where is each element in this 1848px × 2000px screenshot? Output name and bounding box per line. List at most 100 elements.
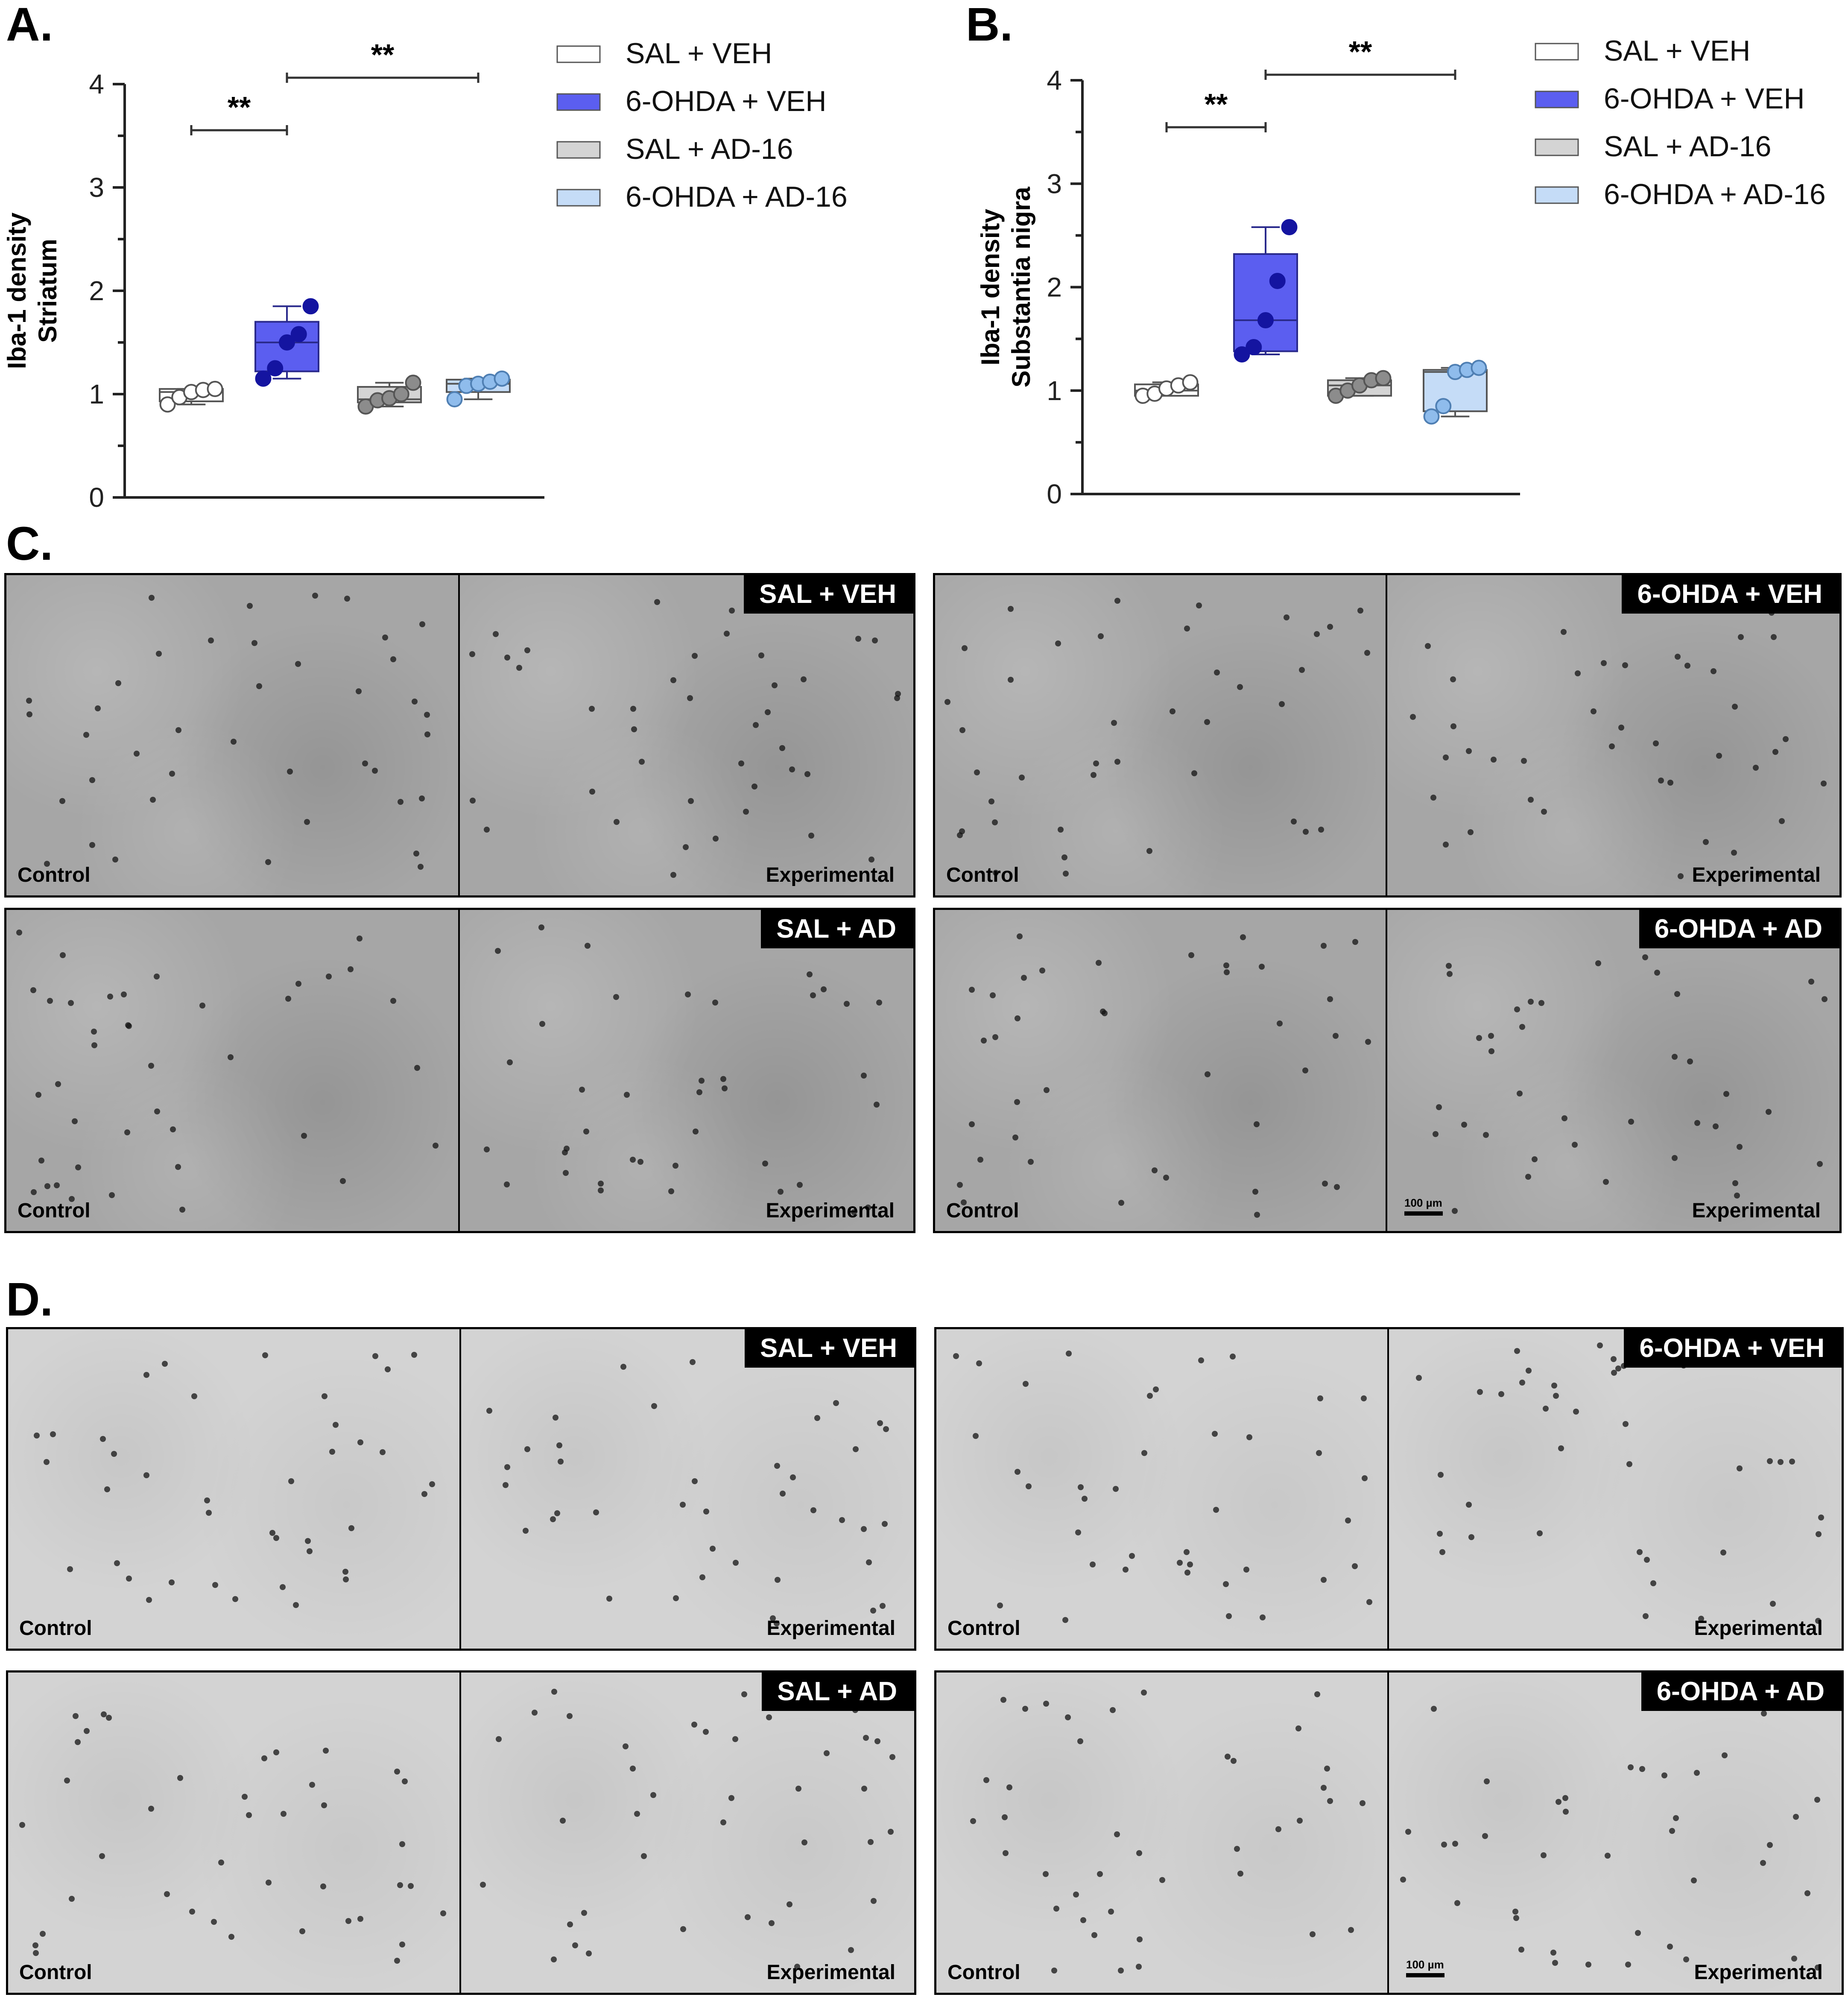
microglia-cell-mark [1152, 1386, 1159, 1392]
data-point [290, 326, 307, 342]
microglia-cell-mark [1214, 670, 1220, 676]
microglia-cell-mark [1628, 1118, 1634, 1125]
data-point [494, 370, 510, 387]
microglia-cell-mark [1563, 1809, 1569, 1815]
group-label-badge: SAL + AD [761, 910, 913, 948]
microglia-cell-mark [397, 799, 404, 805]
microglia-cell-mark [630, 1766, 636, 1772]
microglia-cell-mark [1454, 1900, 1460, 1906]
microglia-cell-mark [1318, 827, 1324, 833]
microglia-cell-mark [870, 1607, 877, 1614]
microglia-cell-mark [1528, 999, 1534, 1005]
experimental-label: Experimental [1694, 1617, 1823, 1640]
microglia-cell-mark [1540, 1852, 1547, 1858]
microglia-cell-mark [148, 595, 155, 601]
microglia-cell-mark [1734, 1193, 1740, 1199]
microglia-cell-mark [1364, 650, 1370, 656]
microglia-cell-mark [874, 1738, 880, 1745]
microglia-cell-mark [1360, 1395, 1367, 1401]
microglia-cell-mark [1482, 1833, 1488, 1839]
microglia-cell-mark [1732, 704, 1738, 710]
microglia-cell-mark [1611, 1370, 1617, 1376]
microglia-cell-mark [969, 1121, 975, 1127]
microglia-cell-mark [1816, 1161, 1823, 1167]
control-label: Control [946, 1199, 1019, 1222]
microglia-cell-mark [977, 1156, 983, 1163]
microglia-cell-mark [1310, 1931, 1316, 1937]
data-point [159, 396, 176, 413]
microglia-cell-mark [814, 1415, 820, 1421]
microglia-cell-mark [768, 1920, 775, 1927]
microglia-cell-mark [1177, 1560, 1183, 1566]
microglia-cell-mark [1694, 1120, 1700, 1126]
box-series [254, 298, 319, 387]
microglia-cell-mark [589, 788, 595, 795]
microglia-cell-mark [469, 651, 476, 657]
microglia-cell-mark [411, 1352, 418, 1358]
microglia-cell-mark [651, 1403, 658, 1409]
microglia-cell-mark [1140, 1690, 1147, 1696]
significance-label: ** [1205, 88, 1228, 121]
microglia-cell-mark [177, 1775, 183, 1781]
scale-bar-label: 100 µm [1406, 1958, 1444, 1971]
microglia-cell-mark [1129, 1553, 1135, 1559]
microglia-cell-mark [1766, 1458, 1773, 1464]
microglia-cell-mark [1571, 1141, 1578, 1148]
microglia-cell-mark [1055, 640, 1061, 646]
microglia-cell-mark [1450, 676, 1456, 682]
y-tick-label: 4 [1047, 65, 1062, 96]
microglia-cell-mark [1073, 1891, 1079, 1898]
microglia-cell-mark [390, 656, 396, 662]
microglia-cell-mark [343, 1576, 349, 1583]
micrograph-pair: Control Experimental SAL + VEH [4, 573, 915, 898]
microglia-cell-mark [502, 1482, 509, 1488]
microglia-cell-mark [1205, 1071, 1211, 1078]
microglia-cell-mark [170, 1126, 176, 1133]
microglia-cell-mark [624, 1092, 630, 1098]
y-axis-label-line1: Iba-1 density [976, 208, 1005, 365]
microglia-cell-mark [1051, 1968, 1058, 1974]
microglia-cell-mark [1452, 1840, 1458, 1847]
microglia-cell-mark [397, 1882, 404, 1888]
microglia-cell-mark [883, 1426, 889, 1433]
microglia-cell-mark [1573, 1408, 1579, 1415]
microglia-cell-mark [1080, 1917, 1086, 1924]
legend-swatch [1535, 138, 1579, 156]
microglia-cell-mark [1585, 1962, 1591, 1968]
microglia-cell-mark [993, 870, 999, 876]
microglia-cell-mark [824, 1750, 830, 1756]
microglia-cell-mark [634, 1811, 640, 1817]
microglia-cell-mark [703, 1728, 709, 1735]
microglia-cell-mark [32, 1942, 38, 1948]
microglia-cell-mark [1258, 963, 1265, 970]
microglia-cell-mark [1821, 996, 1828, 1003]
microglia-cell-mark [1317, 1395, 1324, 1402]
microglia-cell-mark [1184, 1570, 1190, 1576]
microglia-cell-mark [1732, 1180, 1739, 1187]
microglia-cell-mark [30, 987, 37, 994]
microglia-cell-mark [1432, 1131, 1439, 1137]
microglia-cell-mark [1075, 1529, 1081, 1536]
microglia-cell-mark [1669, 1828, 1675, 1834]
microglia-cell-mark [1618, 724, 1625, 731]
microglia-cell-mark [421, 1491, 427, 1497]
microglia-cell-mark [1114, 598, 1120, 604]
microglia-cell-mark [532, 1710, 538, 1716]
microglia-cell-mark [1772, 749, 1779, 755]
data-point [1423, 408, 1440, 425]
microglia-cell-mark [1650, 1580, 1656, 1586]
microglia-cell-mark [556, 1442, 562, 1449]
microglia-cell-mark [143, 1371, 149, 1378]
microglia-cell-mark [504, 654, 510, 661]
microglia-cell-mark [1761, 1710, 1767, 1716]
microglia-cell-mark [668, 1188, 675, 1194]
data-point [1182, 374, 1199, 391]
microglia-cell-mark [287, 769, 293, 775]
microglia-cell-mark [399, 1942, 406, 1948]
microglia-cell-mark [1314, 1691, 1320, 1698]
microglia-cell-mark [59, 952, 66, 959]
microglia-cell-mark [1615, 1365, 1621, 1371]
microglia-cell-mark [1737, 634, 1744, 640]
microglia-cell-mark [424, 712, 430, 718]
microglia-cell-mark [146, 1596, 152, 1603]
